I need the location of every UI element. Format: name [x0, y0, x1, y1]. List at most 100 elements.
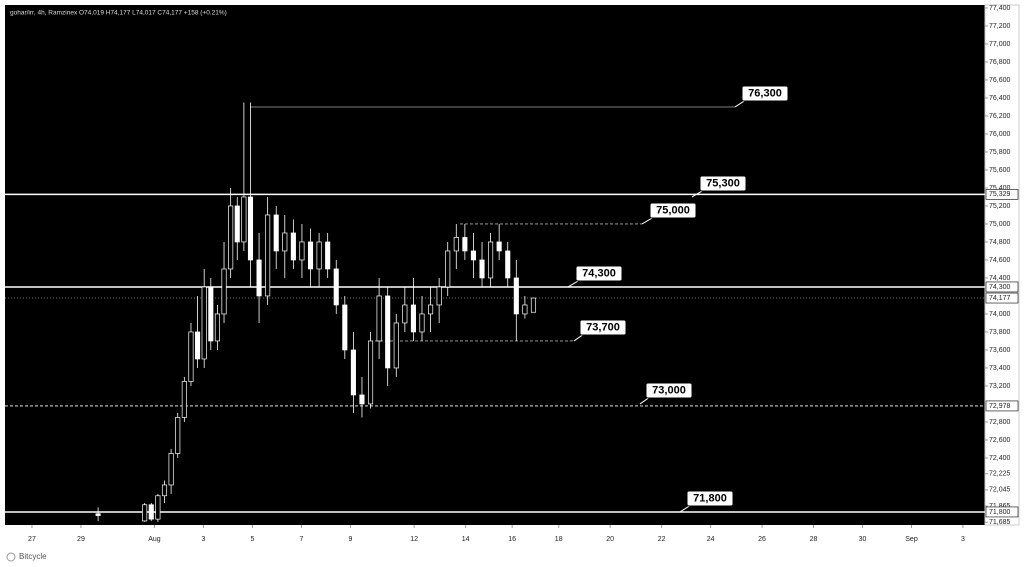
candle-body: [175, 417, 181, 454]
level-label: 75,329: [989, 191, 1011, 198]
x-tick-label: 18: [555, 536, 563, 543]
x-tick-label: 7: [299, 536, 303, 543]
x-tick-label: 20: [606, 536, 614, 543]
x-tick-label: 14: [462, 536, 470, 543]
y-tick-label: 77,200: [989, 23, 1011, 30]
candle-body: [325, 241, 331, 270]
level-tag: [985, 400, 1019, 412]
y-tick-label: 77,000: [989, 41, 1011, 48]
callout-label: 73,000: [652, 384, 686, 396]
y-tick-label: 74,000: [989, 311, 1011, 318]
candle-body: [333, 268, 339, 306]
x-tick-label: Sep: [905, 536, 918, 543]
candle-body: [142, 504, 148, 522]
candle-body: [419, 313, 425, 333]
candle-body: [530, 297, 537, 313]
candle-body: [188, 331, 194, 382]
x-tick-label: 30: [859, 536, 867, 543]
candle-body: [95, 513, 101, 516]
y-tick-label: 74,600: [989, 257, 1011, 264]
callout-label: 71,800: [693, 492, 727, 504]
candle-body: [385, 295, 391, 369]
candle-body: [359, 394, 365, 405]
candle-body: [168, 453, 174, 486]
x-tick-label: 22: [658, 536, 666, 543]
y-tick-label: 76,400: [989, 95, 1011, 102]
candle-body: [342, 304, 348, 351]
callout-box: [645, 382, 693, 399]
level-label: 74,177: [989, 295, 1011, 302]
x-tick-label: 27: [28, 536, 36, 543]
candle-body: [350, 349, 356, 396]
callout-label: 75,300: [706, 177, 740, 189]
level-tag: [985, 506, 1019, 518]
y-tick-label: 76,000: [989, 131, 1011, 138]
y-tick-label: 72,800: [989, 419, 1011, 426]
y-tick-label: 75,000: [989, 221, 1011, 228]
x-tick-label: 28: [810, 536, 818, 543]
candle-body: [234, 205, 240, 243]
level-tag: [985, 281, 1019, 293]
candle-body: [247, 196, 254, 261]
level-label: 71,800: [989, 509, 1011, 516]
candle-body: [208, 286, 214, 342]
y-tick-label: 75,800: [989, 149, 1011, 156]
y-tick-label: 72,400: [989, 455, 1011, 462]
y-tick-label: 72,045: [989, 487, 1011, 494]
candle-body: [513, 277, 519, 315]
candle-body: [316, 241, 322, 270]
y-tick-label: 73,800: [989, 329, 1011, 336]
candle-body: [241, 196, 247, 243]
x-tick-label: 29: [77, 536, 85, 543]
callout-box: [649, 202, 697, 219]
candle-body: [410, 304, 416, 333]
candle-body: [479, 259, 485, 279]
y-tick-label: 74,800: [989, 239, 1011, 246]
candle-body: [265, 214, 271, 297]
x-tick-label: 9: [348, 536, 352, 543]
x-tick-label: 24: [707, 536, 715, 543]
header: gohar/irr, 4h, Ramzinex O74,019 H74,177 …: [10, 10, 227, 17]
logo: [6, 552, 16, 562]
x-tick-label: 5: [250, 536, 254, 543]
candle-body: [195, 331, 201, 360]
callout-box: [741, 85, 789, 102]
candle-body: [148, 504, 154, 520]
x-tick-label: Aug: [148, 536, 161, 543]
y-tick-label: 72,225: [989, 471, 1011, 478]
candle-body: [402, 304, 408, 324]
y-tick-label: 76,600: [989, 77, 1011, 84]
candle-body: [299, 241, 305, 261]
level-label: 72,978: [989, 403, 1011, 410]
candle-body: [445, 250, 451, 288]
y-tick-label: 77,400: [989, 5, 1011, 12]
candle-body: [307, 241, 314, 270]
level-tag: [985, 292, 1019, 304]
candle-body: [505, 250, 511, 279]
level-tag: [985, 189, 1019, 200]
y-tick-label: 76,800: [989, 59, 1011, 66]
x-tick-label: 3: [201, 536, 205, 543]
level-label: 74,300: [989, 284, 1011, 291]
price-axis: [984, 4, 1020, 526]
plot-area: [5, 5, 985, 525]
y-tick-label: 75,200: [989, 203, 1011, 210]
y-tick-label: 73,200: [989, 383, 1011, 390]
candle-body: [436, 286, 442, 306]
candle-body: [290, 232, 296, 261]
candle-body: [228, 205, 234, 270]
candle-body: [214, 313, 220, 342]
y-tick-label: 75,600: [989, 167, 1011, 174]
callout-box: [699, 175, 747, 192]
candle-body: [161, 484, 168, 497]
candle-body: [522, 304, 528, 315]
candle-body: [376, 295, 382, 342]
candle-body: [488, 241, 494, 279]
candle-body: [393, 322, 399, 369]
callout-box: [579, 319, 627, 336]
candle-body: [273, 214, 279, 252]
candle-body: [181, 381, 187, 418]
candle-body: [470, 250, 476, 261]
x-tick-label: 3: [961, 536, 965, 543]
